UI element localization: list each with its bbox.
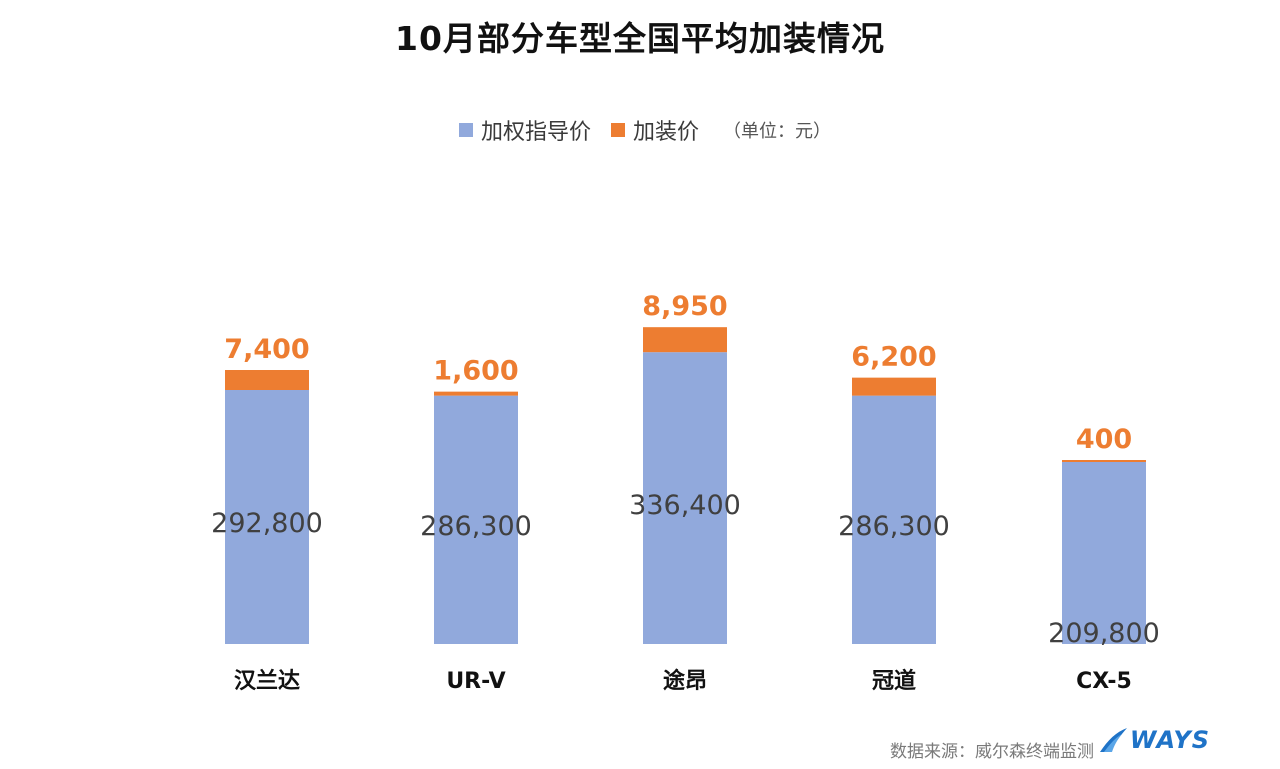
bar-addon-price [1062, 460, 1146, 463]
data-label-addon-price: 1,600 [433, 356, 518, 387]
bar-guide-price [643, 352, 727, 644]
ways-swoosh-icon [1099, 728, 1127, 752]
bar-addon-price [434, 391, 518, 396]
data-label-addon-price: 7,400 [224, 334, 309, 365]
legend-label-addon-price: 加装价 [633, 120, 700, 145]
data-label-addon-price: 8,950 [642, 291, 727, 322]
data-label-guide-price: 209,800 [1048, 618, 1160, 649]
bar-addon-price [643, 327, 727, 353]
ways-logo: WAYS [1098, 726, 1210, 754]
category-label: 汉兰达 [234, 668, 300, 694]
data-label-guide-price: 336,400 [629, 490, 741, 521]
category-label: CX-5 [1076, 669, 1132, 694]
bar-guide-price [225, 390, 309, 644]
data-label-guide-price: 292,800 [211, 508, 323, 539]
chart-title: 10月部分车型全国平均加装情况 [395, 19, 885, 58]
data-label-addon-price: 400 [1076, 424, 1132, 455]
bar-addon-price [225, 370, 309, 390]
bar-addon-price [852, 377, 936, 396]
legend-item-addon-price: 加装价 [611, 114, 699, 146]
category-label: UR-V [446, 669, 505, 694]
unit-note: （单位：元） [723, 121, 832, 142]
legend-swatch-addon-price [611, 123, 625, 137]
bar-guide-price [434, 395, 518, 644]
legend-item-guide-price: 加权指导价 [458, 114, 591, 146]
category-label: 冠道 [872, 668, 916, 694]
legend-label-guide-price: 加权指导价 [480, 120, 591, 145]
source-note: 数据来源：威尔森终端监测 [890, 742, 1094, 762]
bar-guide-price [852, 395, 936, 644]
legend-swatch-guide-price [458, 123, 473, 137]
data-label-guide-price: 286,300 [838, 511, 950, 542]
data-label-addon-price: 6,200 [851, 342, 936, 373]
category-label: 途昂 [663, 668, 707, 694]
bar-guide-price [1062, 462, 1146, 644]
ways-logo-text: WAYS [1129, 726, 1210, 754]
chart-legend: 加权指导价 加装价 （单位：元） [0, 114, 1280, 146]
data-label-guide-price: 286,300 [420, 511, 532, 542]
